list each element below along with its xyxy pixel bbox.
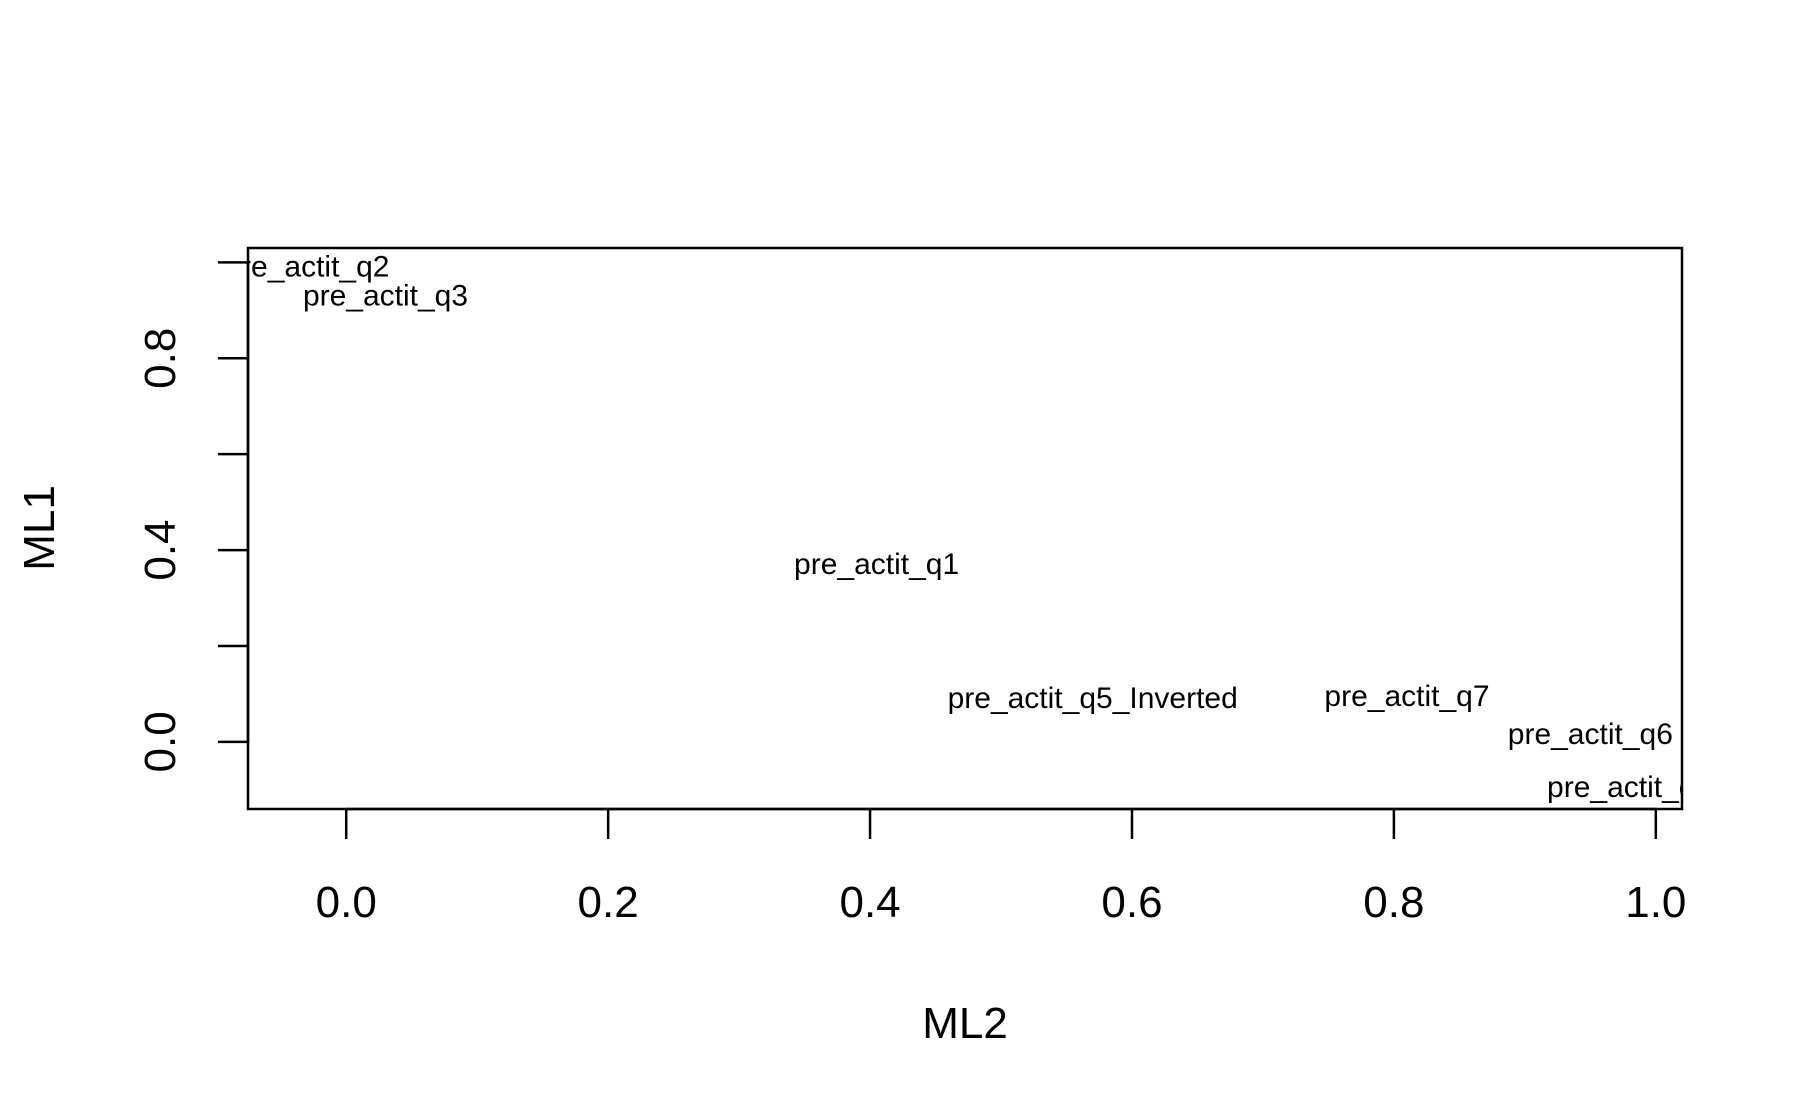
x-tick-label: 0.4 xyxy=(839,878,900,927)
x-axis-label: ML2 xyxy=(922,999,1008,1048)
plot-frame xyxy=(246,246,1684,811)
y-tick-label: 0.4 xyxy=(136,519,185,580)
x-tick-label: 0.2 xyxy=(578,878,639,927)
y-axis: 0.0 0.4 0.8 xyxy=(136,261,250,772)
x-tick-label: 1.0 xyxy=(1625,878,1686,927)
x-tick-label: 0.0 xyxy=(316,878,377,927)
x-tick-label: 0.8 xyxy=(1363,878,1424,927)
y-tick-label: 0.8 xyxy=(136,328,185,389)
x-tick-label: 0.6 xyxy=(1101,878,1162,927)
point-label: pre_actit_q4 xyxy=(1547,771,1712,804)
point-label: pre_actit_q5_Inverted xyxy=(948,682,1238,715)
point-label: pre_actit_q3 xyxy=(303,279,468,312)
point-label: pre_actit_q6 xyxy=(1508,718,1673,751)
x-axis: 0.0 0.2 0.4 0.6 0.8 1.0 xyxy=(316,807,1686,927)
y-axis-label: ML1 xyxy=(15,485,64,571)
point-label: pre_actit_q2 xyxy=(224,251,389,284)
point-label: pre_actit_q7 xyxy=(1324,680,1489,713)
point-label: pre_actit_q1 xyxy=(794,548,959,581)
y-tick-label: 0.0 xyxy=(136,711,185,772)
